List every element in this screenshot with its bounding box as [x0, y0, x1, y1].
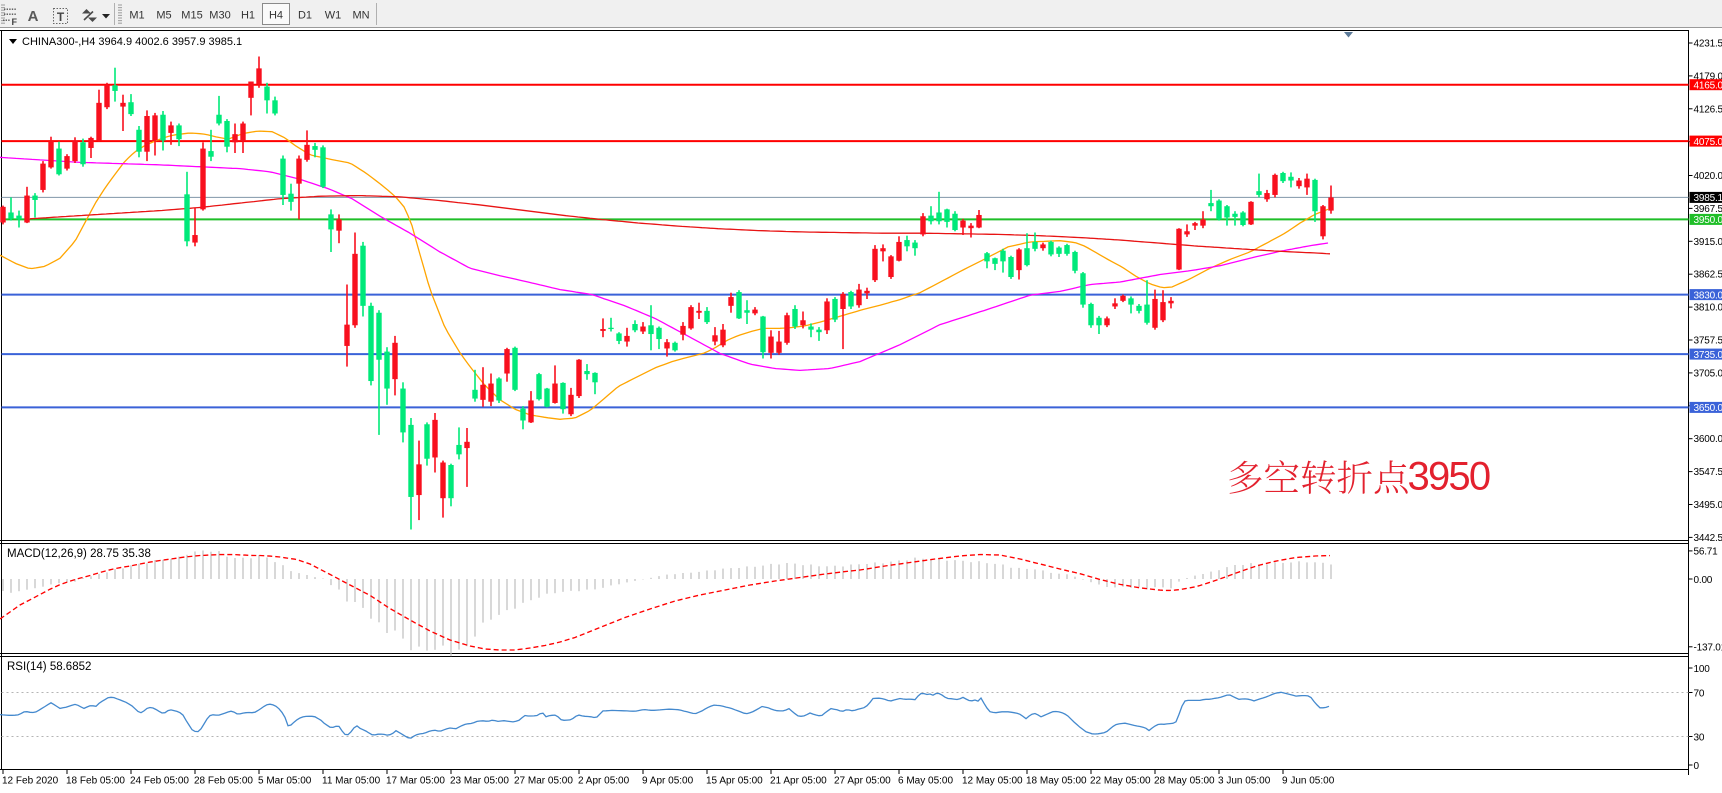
svg-text:28 Feb 05:00: 28 Feb 05:00 [194, 776, 253, 787]
svg-text:H1: H1 [241, 10, 255, 22]
svg-text:F: F [12, 17, 18, 27]
svg-text:22 May 05:00: 22 May 05:00 [1090, 776, 1151, 787]
svg-text:M15: M15 [181, 10, 202, 22]
svg-text:4179.0: 4179.0 [1694, 71, 1722, 82]
svg-text:9 Apr 05:00: 9 Apr 05:00 [642, 776, 694, 787]
svg-text:21 Apr 05:00: 21 Apr 05:00 [770, 776, 827, 787]
svg-text:3600.0: 3600.0 [1694, 434, 1722, 445]
svg-text:9 Jun 05:00: 9 Jun 05:00 [1282, 776, 1335, 787]
svg-text:3442.5: 3442.5 [1694, 533, 1722, 544]
svg-text:28 May 05:00: 28 May 05:00 [1154, 776, 1215, 787]
svg-text:3650.0: 3650.0 [1694, 403, 1722, 414]
svg-text:100: 100 [1694, 664, 1711, 675]
svg-text:4020.0: 4020.0 [1694, 171, 1722, 182]
svg-text:27 Mar 05:00: 27 Mar 05:00 [514, 776, 573, 787]
svg-text:RSI(14) 58.6852: RSI(14) 58.6852 [7, 661, 91, 673]
svg-text:5 Mar 05:00: 5 Mar 05:00 [258, 776, 312, 787]
svg-text:4231.5: 4231.5 [1694, 39, 1722, 50]
svg-text:0: 0 [1694, 761, 1700, 772]
svg-text:30: 30 [1694, 732, 1705, 743]
svg-text:2 Apr 05:00: 2 Apr 05:00 [578, 776, 630, 787]
svg-text:-137.01: -137.01 [1694, 643, 1722, 654]
svg-text:4075.0: 4075.0 [1694, 137, 1722, 148]
svg-text:3967.5: 3967.5 [1694, 204, 1722, 215]
svg-text:18 May 05:00: 18 May 05:00 [1026, 776, 1087, 787]
svg-text:3735.0: 3735.0 [1694, 350, 1722, 361]
svg-text:0.00: 0.00 [1694, 575, 1713, 586]
svg-text:3950.0: 3950.0 [1694, 215, 1722, 226]
svg-text:4126.5: 4126.5 [1694, 104, 1722, 115]
svg-text:D1: D1 [298, 10, 312, 22]
svg-text:M30: M30 [209, 10, 230, 22]
svg-text:12 Feb 2020: 12 Feb 2020 [2, 776, 59, 787]
svg-text:70: 70 [1694, 688, 1705, 699]
svg-text:3915.0: 3915.0 [1694, 237, 1722, 248]
svg-text:6 May 05:00: 6 May 05:00 [898, 776, 953, 787]
svg-text:M5: M5 [156, 10, 171, 22]
svg-text:3495.0: 3495.0 [1694, 500, 1722, 511]
svg-text:3985.1: 3985.1 [1694, 193, 1722, 204]
svg-text:15 Apr 05:00: 15 Apr 05:00 [706, 776, 763, 787]
svg-text:H4: H4 [269, 10, 283, 22]
svg-text:A: A [28, 8, 39, 25]
svg-text:17 Mar 05:00: 17 Mar 05:00 [386, 776, 445, 787]
svg-text:M1: M1 [129, 10, 144, 22]
svg-text:3757.5: 3757.5 [1694, 336, 1722, 347]
svg-text:3950: 3950 [1408, 455, 1490, 499]
svg-text:11 Mar 05:00: 11 Mar 05:00 [322, 776, 381, 787]
svg-text:3547.5: 3547.5 [1694, 467, 1722, 478]
svg-text:3810.0: 3810.0 [1694, 303, 1722, 314]
svg-text:56.71: 56.71 [1694, 547, 1719, 558]
svg-text:3705.0: 3705.0 [1694, 368, 1722, 379]
svg-text:18 Feb 05:00: 18 Feb 05:00 [66, 776, 125, 787]
svg-text:23 Mar 05:00: 23 Mar 05:00 [450, 776, 509, 787]
svg-text:T: T [57, 10, 65, 24]
svg-text:MACD(12,26,9) 28.75 35.38: MACD(12,26,9) 28.75 35.38 [7, 548, 151, 560]
svg-text:CHINA300-,H4 3964.9 4002.6 39: CHINA300-,H4 3964.9 4002.6 3957.9 3985.1 [22, 36, 242, 48]
svg-text:MN: MN [352, 10, 369, 22]
svg-text:24 Feb 05:00: 24 Feb 05:00 [130, 776, 189, 787]
svg-text:4165.0: 4165.0 [1694, 81, 1722, 92]
svg-text:W1: W1 [325, 10, 342, 22]
svg-text:3 Jun 05:00: 3 Jun 05:00 [1218, 776, 1271, 787]
svg-text:3830.0: 3830.0 [1694, 290, 1722, 301]
svg-text:27 Apr 05:00: 27 Apr 05:00 [834, 776, 891, 787]
svg-text:12 May 05:00: 12 May 05:00 [962, 776, 1023, 787]
svg-text:3862.5: 3862.5 [1694, 270, 1722, 281]
